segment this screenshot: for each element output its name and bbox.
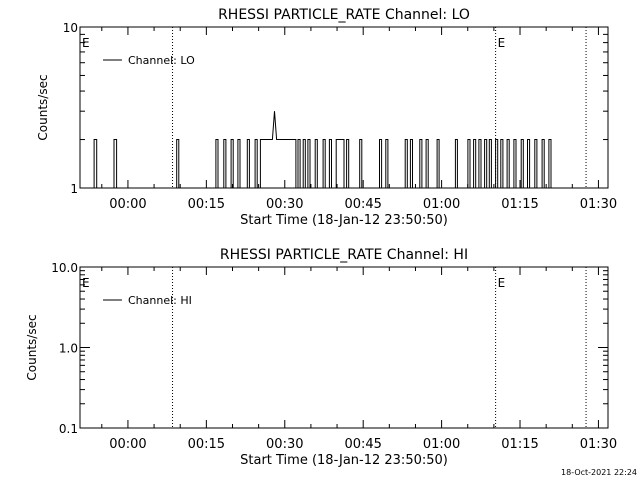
chart-lo-xtick-label: 01:15 — [501, 197, 538, 212]
chart-lo-ytick-label: 10 — [63, 21, 78, 35]
chart-hi-xtick-label: 01:30 — [580, 437, 617, 452]
chart-hi-xlabel: Start Time (18-Jan-12 23:50:50) — [240, 453, 448, 468]
chart-hi-xtick-label: 01:15 — [501, 437, 538, 452]
chart-hi-xtick-label: 00:30 — [266, 437, 303, 452]
chart-lo-ytick-label: 1 — [70, 182, 78, 196]
chart-hi-ytick-label: 10.0 — [51, 261, 78, 275]
chart-lo-event-marker-label: E — [498, 36, 506, 50]
chart-lo-xtick-label: 00:15 — [188, 197, 225, 212]
chart-hi-legend-label: Channel: HI — [128, 294, 192, 307]
chart-hi-ylabel: Counts/sec — [25, 314, 39, 380]
chart-hi-xtick-label: 01:00 — [423, 437, 460, 452]
chart-hi-event-marker-label: E — [82, 276, 90, 290]
chart-hi-xtick-label: 00:00 — [109, 437, 146, 452]
chart-lo-event-marker-label: E — [82, 36, 90, 50]
chart-hi-xtick-label: 00:15 — [188, 437, 225, 452]
chart-hi-ytick-label: 1.0 — [59, 342, 78, 356]
chart-hi-ytick-label: 0.1 — [59, 422, 78, 436]
chart-lo-series-line — [80, 111, 608, 189]
chart-lo-ylabel: Counts/sec — [36, 74, 50, 140]
chart-hi-xtick-label: 00:45 — [344, 437, 381, 452]
chart-lo-xtick-label: 00:45 — [344, 197, 381, 212]
chart-lo-xtick-label: 01:30 — [580, 197, 617, 212]
footer-timestamp: 18-Oct-2021 22:24 — [561, 468, 637, 477]
chart-lo-xtick-label: 00:00 — [109, 197, 146, 212]
chart-lo-legend-label: Channel: LO — [128, 54, 195, 67]
chart-hi-title: RHESSI PARTICLE_RATE Channel: HI — [220, 247, 468, 263]
chart-hi-event-marker-label: E — [498, 276, 506, 290]
chart-lo-xtick-label: 01:00 — [423, 197, 460, 212]
chart-lo-title: RHESSI PARTICLE_RATE Channel: LO — [218, 7, 470, 23]
chart-hi-plot-frame — [79, 266, 609, 429]
chart-lo-xlabel: Start Time (18-Jan-12 23:50:50) — [240, 213, 448, 228]
chart-lo-xtick-label: 00:30 — [266, 197, 303, 212]
